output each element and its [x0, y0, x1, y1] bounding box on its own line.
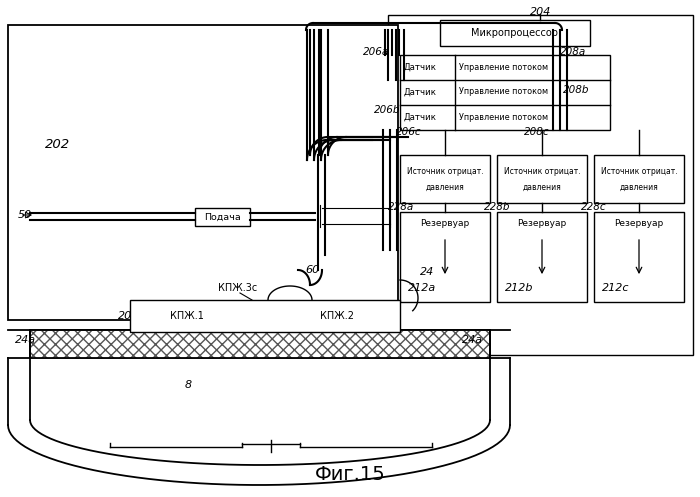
Bar	[30, 330, 490, 358]
Text: Микропроцессор: Микропроцессор	[472, 28, 559, 38]
Text: 204: 204	[530, 7, 552, 17]
Text: Источник отрицат.: Источник отрицат.	[601, 167, 678, 176]
Text: 208b: 208b	[563, 85, 589, 95]
Bar	[195, 208, 250, 226]
Bar	[30, 330, 490, 358]
Text: Управление потоком: Управление потоком	[459, 87, 548, 96]
Text: КПЖ.3с: КПЖ.3с	[218, 283, 258, 293]
Text: 228b: 228b	[484, 202, 510, 212]
Text: 24a: 24a	[15, 335, 36, 345]
Text: Управление потоком: Управление потоком	[459, 63, 548, 72]
Text: давления: давления	[426, 182, 464, 191]
Text: 212c: 212c	[602, 283, 629, 293]
Text: Датчик: Датчик	[404, 112, 437, 121]
Text: 228c: 228c	[581, 202, 607, 212]
Bar	[400, 155, 490, 203]
Text: 228a: 228a	[388, 202, 414, 212]
Text: 206b: 206b	[374, 105, 400, 115]
Text: 202: 202	[45, 139, 70, 152]
Bar	[594, 212, 684, 302]
Text: Датчик: Датчик	[404, 63, 437, 72]
Bar	[130, 300, 400, 332]
Text: Источник отрицат.: Источник отрицат.	[407, 167, 483, 176]
Text: 60: 60	[305, 265, 319, 275]
Text: Датчик: Датчик	[404, 87, 437, 96]
Text: 206c: 206c	[396, 127, 421, 137]
Text: Резервуар: Резервуар	[421, 220, 470, 229]
Text: КПЖ.2: КПЖ.2	[320, 311, 354, 321]
Text: Резервуар: Резервуар	[615, 220, 664, 229]
Bar	[497, 212, 587, 302]
Text: 206a: 206a	[363, 47, 389, 57]
Text: 8: 8	[185, 380, 192, 390]
Text: 212b: 212b	[505, 283, 533, 293]
Bar	[400, 212, 490, 302]
Bar	[388, 15, 693, 355]
Text: Подача: Подача	[204, 213, 240, 222]
Bar	[440, 20, 590, 46]
Text: КПЖ.1: КПЖ.1	[170, 311, 204, 321]
Bar	[594, 155, 684, 203]
Text: 208c: 208c	[524, 127, 550, 137]
Text: Источник отрицат.: Источник отрицат.	[504, 167, 580, 176]
Text: давления: давления	[620, 182, 659, 191]
Bar	[497, 155, 587, 203]
Text: 24a: 24a	[462, 335, 483, 345]
Text: давления: давления	[523, 182, 561, 191]
Text: 20: 20	[118, 311, 132, 321]
Text: Резервуар: Резервуар	[517, 220, 566, 229]
Text: Фиг.15: Фиг.15	[314, 466, 386, 485]
Text: 24: 24	[420, 267, 434, 277]
Text: 50: 50	[18, 210, 32, 220]
Bar	[400, 55, 610, 130]
Bar	[8, 25, 398, 320]
Text: 212a: 212a	[408, 283, 436, 293]
Text: Управление потоком: Управление потоком	[459, 112, 548, 121]
Text: 208a: 208a	[560, 47, 587, 57]
